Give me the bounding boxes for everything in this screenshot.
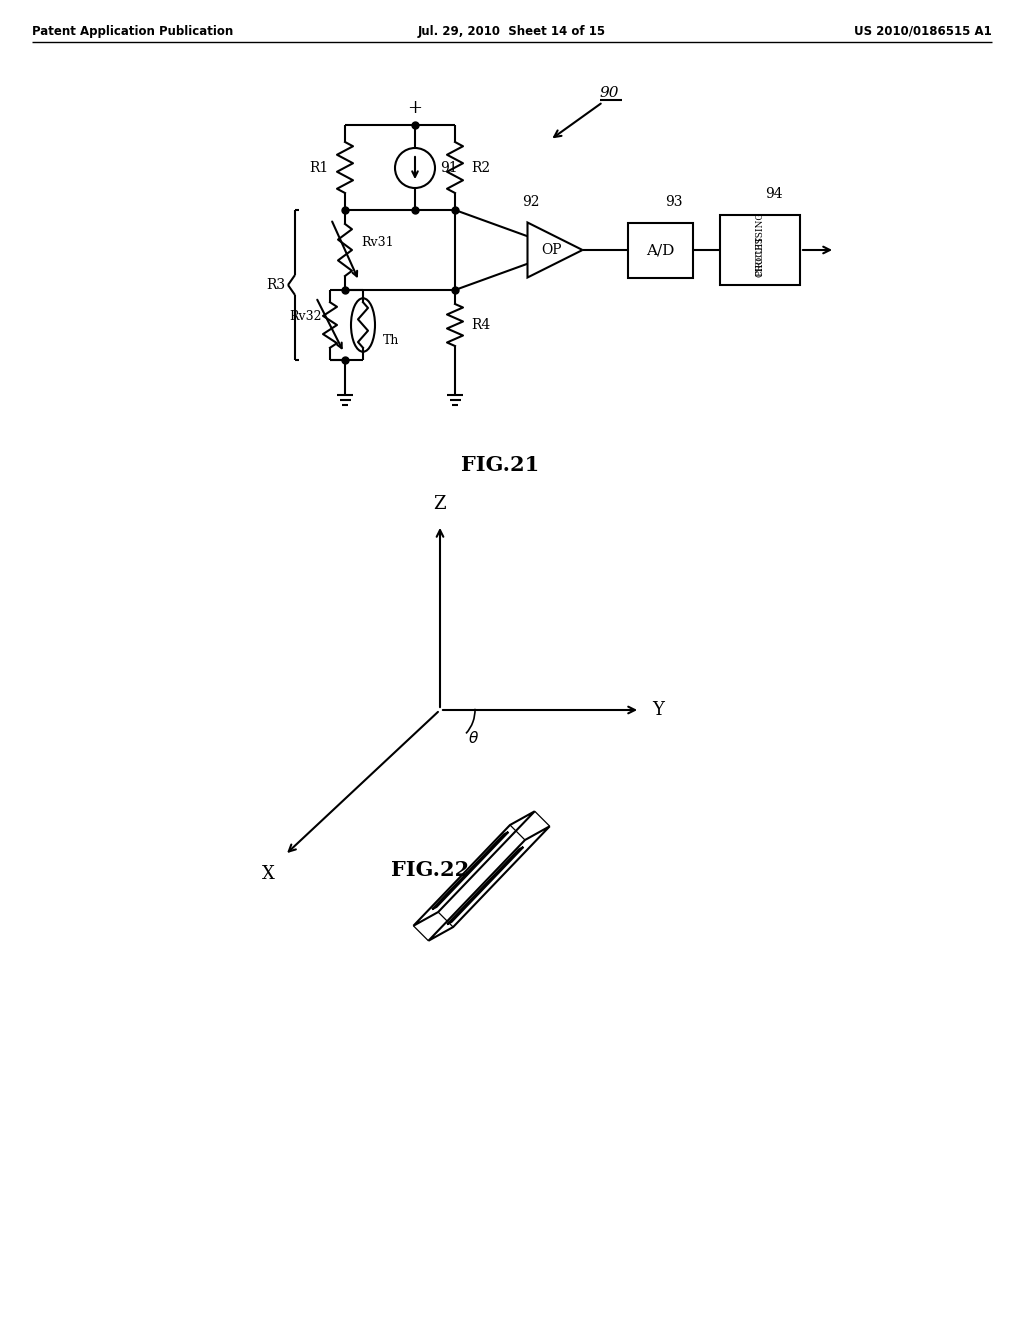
Text: FIG.22: FIG.22 <box>391 861 469 880</box>
Text: PROCESSING: PROCESSING <box>756 211 765 276</box>
Text: 93: 93 <box>665 194 683 209</box>
Bar <box>720 215 800 285</box>
Text: R4: R4 <box>471 318 490 333</box>
Text: OP: OP <box>542 243 562 257</box>
Text: Y: Y <box>652 701 664 719</box>
Text: Patent Application Publication: Patent Application Publication <box>32 25 233 38</box>
Text: 92: 92 <box>522 194 540 209</box>
Text: R2: R2 <box>471 161 490 174</box>
Text: US 2010/0186515 A1: US 2010/0186515 A1 <box>854 25 992 38</box>
Text: Rv32: Rv32 <box>290 310 322 323</box>
Text: 90: 90 <box>600 86 620 100</box>
Text: R1: R1 <box>309 161 329 174</box>
Text: Th: Th <box>383 334 399 346</box>
Text: Jul. 29, 2010  Sheet 14 of 15: Jul. 29, 2010 Sheet 14 of 15 <box>418 25 606 38</box>
Text: FIG.21: FIG.21 <box>461 455 539 475</box>
Text: A/D: A/D <box>646 243 674 257</box>
Text: X: X <box>262 865 275 883</box>
Text: +: + <box>408 99 423 117</box>
Text: R3: R3 <box>266 279 285 292</box>
Text: 94: 94 <box>765 187 782 201</box>
Text: Z: Z <box>434 495 446 513</box>
Text: CIRCUIT: CIRCUIT <box>756 235 765 277</box>
Text: $\theta$: $\theta$ <box>468 730 479 746</box>
Text: 91: 91 <box>440 161 458 176</box>
Text: Rv31: Rv31 <box>361 235 393 248</box>
Bar <box>628 223 692 277</box>
